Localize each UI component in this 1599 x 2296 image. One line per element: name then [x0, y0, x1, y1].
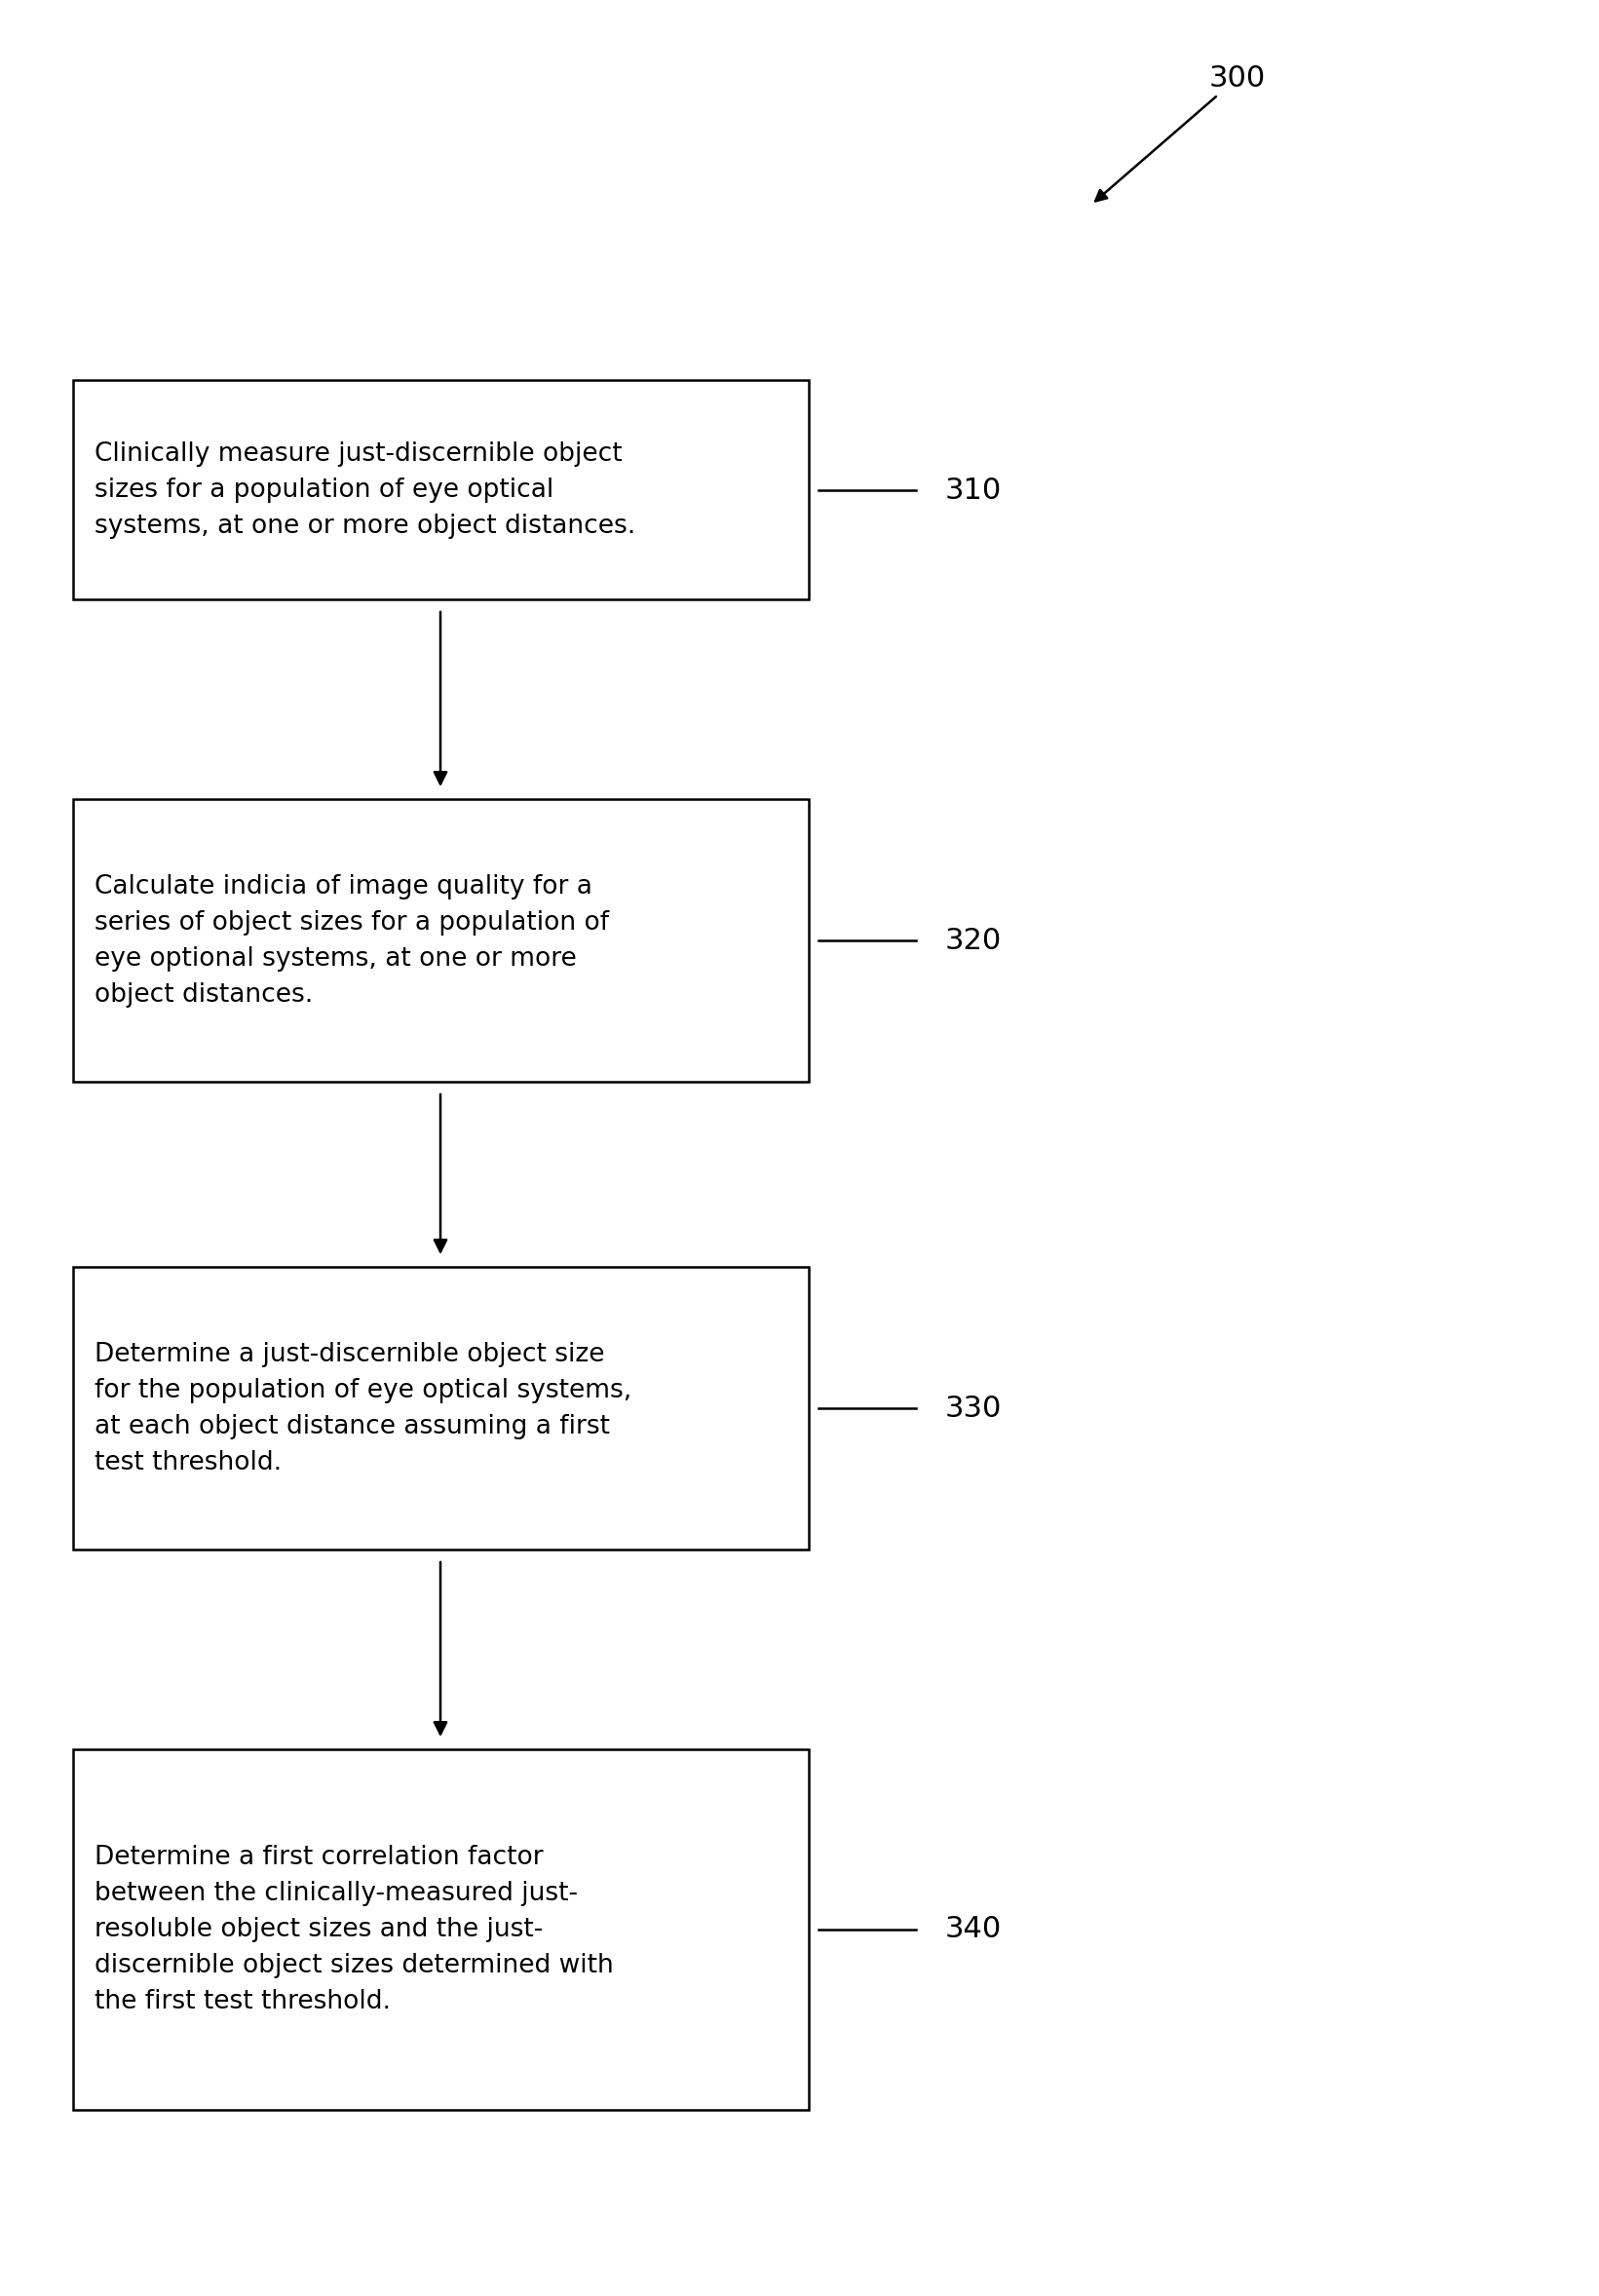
Text: 310: 310 [945, 475, 1003, 505]
Text: Determine a just-discernible object size
for the population of eye optical syste: Determine a just-discernible object size… [94, 1341, 632, 1474]
Text: 340: 340 [945, 1915, 1003, 1945]
Text: 320: 320 [945, 925, 1003, 955]
Bar [74, 381, 809, 599]
Text: Calculate indicia of image quality for a
series of object sizes for a population: Calculate indicia of image quality for a… [94, 875, 609, 1008]
Bar [74, 799, 809, 1081]
Text: 300: 300 [1095, 64, 1266, 202]
Text: Clinically measure just-discernible object
sizes for a population of eye optical: Clinically measure just-discernible obje… [94, 441, 635, 540]
Bar [74, 1750, 809, 2110]
Text: Determine a first correlation factor
between the clinically-measured just-
resol: Determine a first correlation factor bet… [94, 1844, 614, 2014]
Bar [74, 1267, 809, 1550]
Text: 330: 330 [945, 1394, 1003, 1421]
